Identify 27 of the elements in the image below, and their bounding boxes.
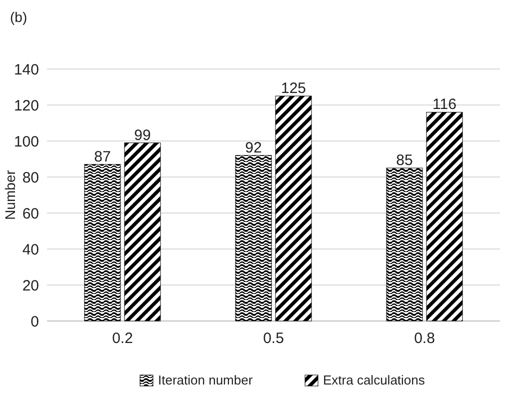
y-tick-label: 20 (22, 277, 39, 294)
y-tick-label: 100 (14, 133, 39, 150)
data-label: 99 (134, 126, 151, 144)
data-label: 116 (432, 96, 456, 114)
data-label: 87 (94, 148, 111, 166)
x-tick-label: 0.5 (263, 330, 284, 347)
y-tick-label: 120 (14, 97, 39, 114)
y-tick-label: 140 (14, 61, 39, 78)
legend-label: Extra calculations (323, 372, 426, 388)
y-tick-label: 0 (30, 313, 39, 330)
y-tick-label: 40 (22, 241, 39, 258)
x-tick-label: 0.8 (414, 330, 435, 347)
bar (386, 168, 423, 322)
bar (124, 142, 161, 322)
data-label: 85 (396, 152, 413, 169)
bar (84, 164, 121, 322)
y-tick-label: 60 (22, 205, 39, 222)
legend-label: Iteration number (158, 372, 254, 388)
bar (235, 155, 272, 322)
text: (b) (10, 9, 28, 25)
data-label: 92 (245, 139, 262, 156)
data-label: 125 (280, 80, 306, 97)
y-axis-title: Number (2, 170, 18, 220)
y-tick-label: 80 (22, 169, 39, 186)
bar (426, 112, 463, 322)
x-tick-label: 0.2 (112, 330, 133, 347)
bar (275, 96, 312, 322)
